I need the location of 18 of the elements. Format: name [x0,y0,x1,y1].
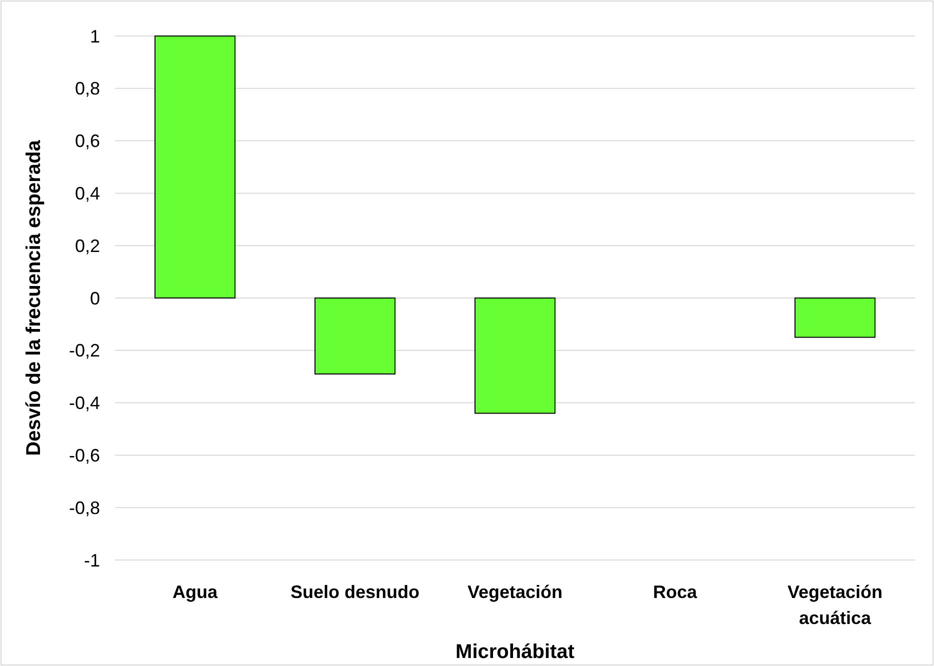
y-tick-label: 1 [90,26,100,46]
x-tick-label: Suelo desnudo [290,582,420,602]
y-axis-title: Desvío de la frecuencia esperada [23,139,45,456]
y-tick-label: 0,2 [74,236,100,256]
y-tick-label: -0,8 [68,498,100,518]
x-tick-label: Roca [652,582,698,602]
y-tick-label: 0,6 [74,131,100,152]
x-tick-label: Vegetación acuática [787,582,883,628]
y-tick-label: 0,8 [74,78,100,99]
y-tick-label: 0 [90,288,100,308]
x-tick-label: Agua [172,582,218,602]
y-tick-label: -0,4 [68,393,100,414]
y-tick-label: -1 [84,550,100,570]
y-tick-label: -0,6 [68,446,100,466]
x-tick-label: Vegetación [467,582,563,602]
x-axis-title: Microhábitat [456,641,575,663]
y-tick-label: 0,4 [74,184,100,204]
y-tick-label: -0,2 [68,340,100,361]
